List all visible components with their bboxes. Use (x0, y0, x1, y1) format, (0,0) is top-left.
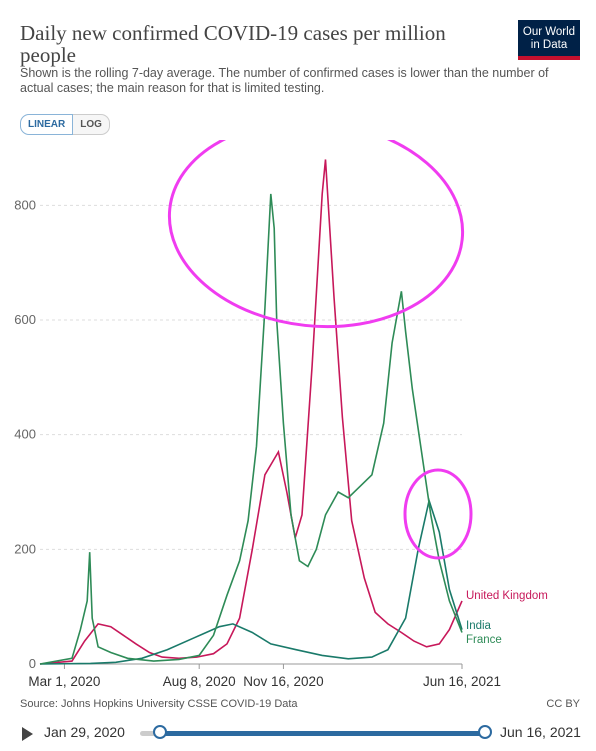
source-note[interactable]: Source: Johns Hopkins University CSSE CO… (20, 698, 298, 710)
y-tick-label: 600 (14, 312, 36, 327)
log-scale-button[interactable]: LOG (73, 114, 110, 135)
annotation-ellipse-peaks (167, 140, 465, 329)
timeline-start-handle[interactable] (153, 725, 167, 739)
chart-title: Daily new confirmed COVID-19 cases per m… (20, 21, 446, 67)
play-icon[interactable] (22, 727, 33, 741)
series-line-united-kingdom (39, 159, 463, 665)
x-tick-label: Mar 1, 2020 (28, 674, 100, 689)
series-label: France (466, 634, 502, 646)
x-tick-label: Nov 16, 2020 (243, 674, 323, 689)
timeline-start-label: Jan 29, 2020 (44, 724, 125, 740)
series-label: United Kingdom (466, 590, 548, 602)
y-tick-label: 800 (14, 197, 36, 212)
y-tick-label: 0 (29, 656, 36, 671)
timeline-end-label: Jun 16, 2021 (500, 724, 581, 740)
annotation-ellipse-india (403, 468, 473, 560)
chart-subtitle: Shown is the rolling 7-day average. The … (20, 66, 549, 95)
series-line-france (39, 193, 463, 665)
timeline-slider: Jan 29, 2020 Jun 16, 2021 (0, 720, 596, 748)
y-tick-label: 400 (14, 427, 36, 442)
timeline-end-handle[interactable] (478, 725, 492, 739)
series-line-india (39, 497, 463, 665)
timeline-range[interactable] (160, 731, 486, 736)
linear-scale-button[interactable]: LINEAR (20, 114, 74, 135)
x-tick-label: Aug 8, 2020 (163, 674, 236, 689)
y-tick-label: 200 (14, 541, 36, 556)
owid-logo[interactable]: Our World in Data (518, 20, 580, 60)
x-tick-label: Jun 16, 2021 (423, 674, 501, 689)
scale-toggle: LINEAR LOG (20, 114, 110, 135)
series-label: India (466, 620, 492, 632)
line-chart: 0 200 400 600 800 Mar 1, 2020 Aug 8, 2020 Nov 1… (14, 140, 548, 689)
license-label[interactable]: CC BY (546, 698, 580, 710)
